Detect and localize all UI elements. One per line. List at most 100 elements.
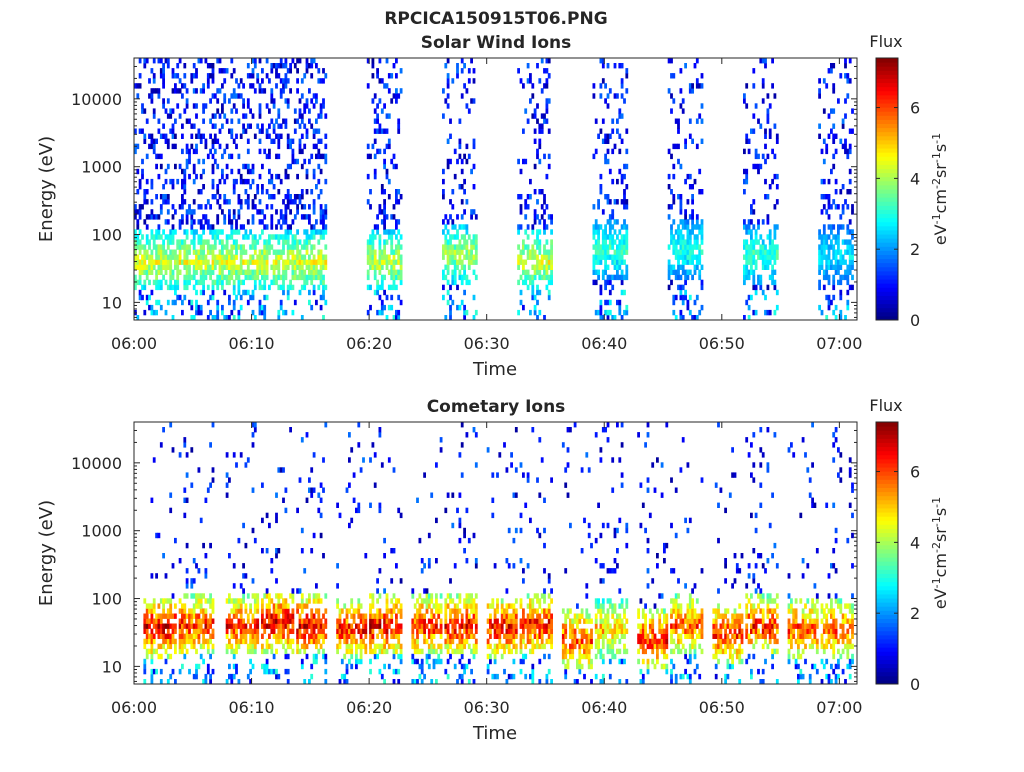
heatmap-cell — [303, 255, 306, 260]
heatmap-cell — [263, 593, 266, 598]
heatmap-cell — [376, 73, 379, 78]
heatmap-cell — [456, 73, 459, 78]
heatmap-cell — [310, 305, 313, 310]
heatmap-cell — [306, 244, 309, 249]
heatmap-cell — [242, 103, 245, 108]
heatmap-cell — [176, 265, 179, 270]
heatmap-cell — [562, 639, 565, 644]
heatmap-cell — [245, 603, 248, 608]
colorbar-segment — [876, 255, 898, 260]
heatmap-cell — [167, 234, 170, 239]
colorbar-segment — [876, 185, 898, 190]
heatmap-cell — [595, 219, 598, 224]
heatmap-cell — [233, 583, 236, 588]
heatmap-cell — [266, 664, 269, 669]
heatmap-cell — [230, 224, 233, 229]
heatmap-cell — [534, 239, 537, 244]
heatmap-cell — [475, 432, 478, 437]
heatmap-cell — [748, 224, 751, 229]
heatmap-cell — [320, 169, 323, 174]
heatmap-cell — [698, 275, 701, 280]
heatmap-cell — [205, 260, 208, 265]
heatmap-cell — [832, 285, 835, 290]
heatmap-cell — [162, 83, 165, 88]
heatmap-cell — [313, 614, 316, 619]
heatmap-cell — [162, 598, 165, 603]
heatmap-cell — [207, 219, 210, 224]
heatmap-cell — [691, 255, 694, 260]
heatmap-cell — [379, 629, 382, 634]
heatmap-cell — [235, 639, 238, 644]
heatmap-cell — [160, 154, 163, 159]
heatmap-cell — [463, 83, 466, 88]
heatmap-cell — [440, 634, 443, 639]
heatmap-cell — [306, 250, 309, 255]
heatmap-cell — [767, 194, 770, 199]
heatmap-cell — [308, 88, 311, 93]
heatmap-cell — [174, 624, 177, 629]
heatmap-cell — [701, 280, 704, 285]
heatmap-cell — [750, 270, 753, 275]
heatmap-cell — [324, 619, 327, 624]
heatmap-cell — [200, 265, 203, 270]
heatmap-cell — [151, 614, 154, 619]
heatmap-cell — [442, 250, 445, 255]
heatmap-cell — [280, 224, 283, 229]
heatmap-cell — [216, 189, 219, 194]
heatmap-cell — [451, 275, 454, 280]
heatmap-cell — [837, 239, 840, 244]
heatmap-cell — [172, 124, 175, 129]
heatmap-cell — [235, 624, 238, 629]
heatmap-cell — [275, 280, 278, 285]
heatmap-cell — [515, 528, 518, 533]
heatmap-cell — [277, 598, 280, 603]
heatmap-cell — [343, 654, 346, 659]
heatmap-cell — [470, 255, 473, 260]
heatmap-cell — [151, 229, 154, 234]
heatmap-cell — [360, 629, 363, 634]
heatmap-cell — [282, 608, 285, 613]
heatmap-cell — [139, 129, 142, 134]
heatmap-cell — [762, 154, 765, 159]
heatmap-cell — [437, 654, 440, 659]
heatmap-cell — [670, 229, 673, 234]
heatmap-cell — [491, 472, 494, 477]
heatmap-cell — [451, 189, 454, 194]
heatmap-cell — [339, 619, 342, 624]
heatmap-cell — [317, 285, 320, 290]
heatmap-cell — [143, 280, 146, 285]
heatmap-cell — [249, 83, 252, 88]
heatmap-cell — [543, 608, 546, 613]
heatmap-cell — [306, 619, 309, 624]
heatmap-cell — [376, 119, 379, 124]
heatmap-cell — [456, 250, 459, 255]
heatmap-cell — [209, 244, 212, 249]
heatmap-cell — [776, 255, 779, 260]
heatmap-cell — [268, 603, 271, 608]
heatmap-cell — [268, 78, 271, 83]
heatmap-cell — [195, 250, 198, 255]
heatmap-cell — [423, 629, 426, 634]
heatmap-cell — [254, 239, 257, 244]
heatmap-cell — [207, 154, 210, 159]
heatmap-cell — [548, 593, 551, 598]
heatmap-cell — [369, 644, 372, 649]
heatmap-cell — [153, 634, 156, 639]
heatmap-cell — [350, 654, 353, 659]
heatmap-cell — [825, 149, 828, 154]
heatmap-cell — [214, 124, 217, 129]
heatmap-cell — [503, 619, 506, 624]
heatmap-cell — [313, 224, 316, 229]
heatmap-cell — [376, 598, 379, 603]
heatmap-cell — [426, 659, 429, 664]
heatmap-cell — [256, 624, 259, 629]
heatmap-cell — [181, 199, 184, 204]
heatmap-cell — [315, 659, 318, 664]
heatmap-cell — [348, 608, 351, 613]
heatmap-cell — [282, 88, 285, 93]
heatmap-cell — [195, 270, 198, 275]
heatmap-cell — [261, 129, 264, 134]
colorbar-segment — [876, 169, 898, 174]
heatmap-cell — [226, 119, 229, 124]
heatmap-cell — [303, 204, 306, 209]
